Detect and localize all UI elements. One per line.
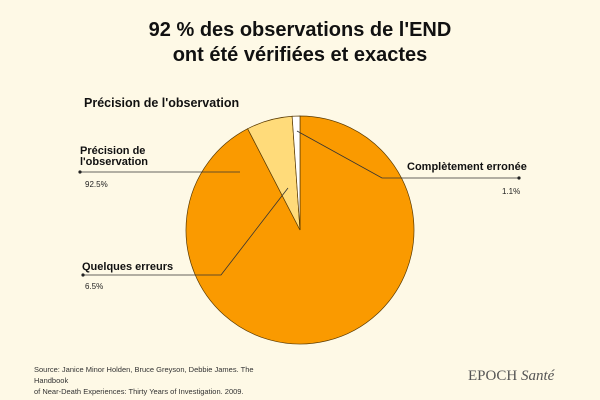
source-line: of Near-Death Experiences: Thirty Years … bbox=[34, 387, 244, 396]
source-line: Source: Janice Minor Holden, Bruce Greys… bbox=[34, 365, 254, 385]
slice-value-quelques: 6.5% bbox=[85, 282, 104, 291]
slice-value-erronee: 1.1% bbox=[502, 187, 521, 196]
chart-title: 92 % des observations de l'END ont été v… bbox=[0, 18, 600, 68]
pie-slice-0 bbox=[185, 115, 415, 345]
title-line-1: 92 % des observations de l'END bbox=[148, 19, 452, 41]
leader-line-erronee bbox=[296, 130, 519, 179]
leader-dot bbox=[78, 170, 82, 174]
leader-dot bbox=[81, 273, 85, 277]
source-note: Source: Janice Minor Holden, Bruce Greys… bbox=[34, 364, 274, 397]
brand-logo: EPOCH Santé bbox=[468, 368, 554, 385]
slice-label-precision: Précision de l'observation bbox=[80, 146, 148, 168]
label-line: Précision de bbox=[80, 145, 146, 157]
chart-subtitle: Précision de l'observation bbox=[84, 96, 240, 110]
slice-label-erronee: Complètement erronée bbox=[407, 161, 527, 173]
brand-name: EPOCH bbox=[468, 368, 518, 384]
label-line: l'observation bbox=[80, 156, 149, 168]
brand-section: Santé bbox=[520, 368, 555, 384]
leader-line-quelques bbox=[83, 187, 289, 276]
leader-dot bbox=[517, 176, 521, 180]
title-line-2: ont été vérifiées et exactes bbox=[172, 44, 428, 66]
slice-value-precision: 92.5% bbox=[85, 180, 108, 189]
slice-label-quelques: Quelques erreurs bbox=[82, 261, 174, 273]
pie-slice-2 bbox=[291, 115, 301, 231]
